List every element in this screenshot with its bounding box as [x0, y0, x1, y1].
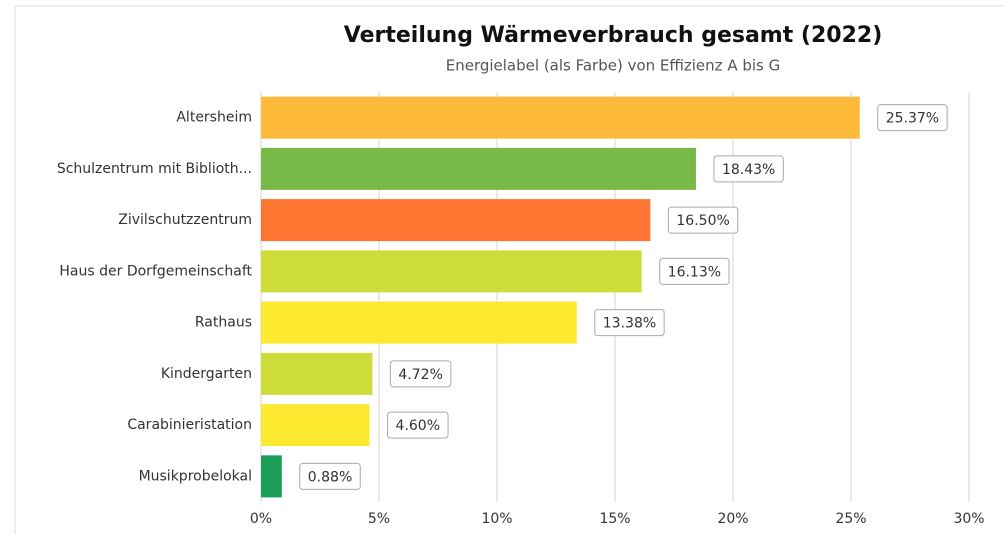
y-tick-label: Rathaus — [195, 315, 252, 331]
value-label: 0.88% — [308, 469, 352, 485]
value-label: 4.60% — [396, 418, 440, 434]
value-label: 16.50% — [676, 213, 729, 229]
value-label-box — [659, 257, 730, 285]
y-tick-label: Schulzentrum mit Biblioth... — [57, 161, 252, 177]
y-tick-label: Zivilschutzzentrum — [118, 212, 252, 228]
x-tick-label: 15% — [599, 511, 630, 527]
bar — [261, 250, 642, 293]
bar — [261, 199, 651, 242]
y-tick-label: Musikprobelokal — [139, 468, 252, 484]
x-tick-label: 5% — [368, 511, 390, 527]
x-tick-label: 25% — [835, 511, 866, 527]
value-label: 18.43% — [722, 162, 775, 178]
bar — [261, 301, 577, 344]
chart-subtitle: Energielabel (als Farbe) von Effizienz A… — [446, 57, 781, 75]
chart-title: Verteilung Wärmeverbrauch gesamt (2022) — [344, 23, 883, 48]
value-label-box — [387, 411, 449, 439]
value-label-box — [667, 206, 739, 234]
value-label-box — [877, 104, 948, 132]
value-label-box — [299, 462, 361, 490]
x-tick-label: 10% — [481, 511, 512, 527]
value-label-box — [594, 309, 665, 337]
y-tick-label: Haus der Dorfgemeinschaft — [59, 263, 252, 279]
bar — [261, 147, 696, 190]
value-label: 16.13% — [668, 264, 721, 280]
x-tick-label: 0% — [250, 511, 272, 527]
value-label: 13.38% — [603, 316, 656, 332]
x-tick-label: 30% — [953, 511, 984, 527]
x-tick-label: 20% — [717, 511, 748, 527]
bar — [261, 404, 370, 447]
bar — [261, 455, 282, 498]
bar — [261, 352, 373, 395]
value-label: 25.37% — [886, 111, 939, 127]
bar — [261, 96, 860, 139]
y-tick-label: Carabinieristation — [127, 417, 252, 433]
y-tick-label: Kindergarten — [161, 366, 252, 382]
y-tick-label: Altersheim — [176, 110, 252, 126]
value-label-box — [389, 360, 452, 388]
value-label-box — [713, 155, 784, 183]
value-label: 4.72% — [398, 367, 442, 383]
